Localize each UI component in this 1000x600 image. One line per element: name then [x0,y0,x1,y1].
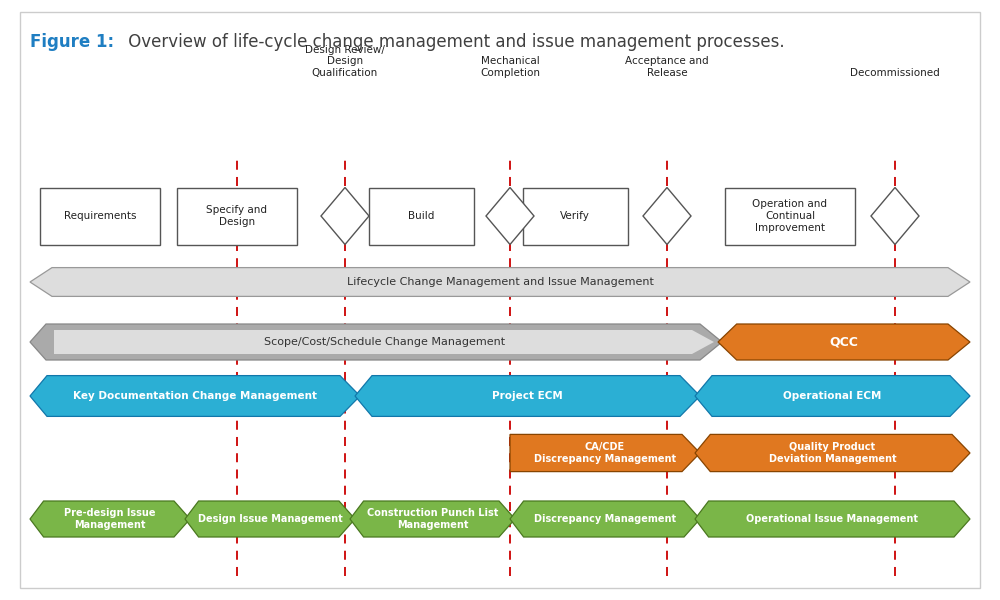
Text: Key Documentation Change Management: Key Documentation Change Management [73,391,317,401]
Polygon shape [54,330,714,354]
Text: Discrepancy Management: Discrepancy Management [534,514,676,524]
Polygon shape [695,376,970,416]
Text: Pre-design Issue
Management: Pre-design Issue Management [64,508,156,530]
Bar [522,187,628,245]
Polygon shape [30,268,970,296]
Bar [725,187,855,245]
Polygon shape [486,187,534,245]
Text: Lifecycle Change Management and Issue Management: Lifecycle Change Management and Issue Ma… [347,277,653,287]
Text: Project ECM: Project ECM [492,391,563,401]
Text: Requirements: Requirements [64,211,136,221]
Text: Construction Punch List
Management: Construction Punch List Management [367,508,498,530]
Polygon shape [510,501,700,537]
Polygon shape [643,187,691,245]
Polygon shape [510,434,700,472]
Polygon shape [350,501,515,537]
Text: Decommissioned: Decommissioned [850,68,940,78]
Polygon shape [321,187,369,245]
Text: QCC: QCC [830,335,858,349]
Text: Overview of life-cycle change management and issue management processes.: Overview of life-cycle change management… [123,33,785,51]
Text: Design Review/
Design
Qualification: Design Review/ Design Qualification [305,45,385,78]
Text: Quality Product
Deviation Management: Quality Product Deviation Management [769,442,896,464]
Polygon shape [30,376,360,416]
Polygon shape [718,324,970,360]
Text: CA/CDE
Discrepancy Management: CA/CDE Discrepancy Management [534,442,676,464]
Text: Build: Build [408,211,434,221]
Text: Verify: Verify [560,211,590,221]
Text: Operational Issue Management: Operational Issue Management [746,514,918,524]
Polygon shape [185,501,355,537]
Text: Operation and
Continual
Improvement: Operation and Continual Improvement [753,199,828,233]
Polygon shape [30,501,190,537]
Polygon shape [695,434,970,472]
Text: Design Issue Management: Design Issue Management [198,514,342,524]
Bar [368,187,474,245]
Polygon shape [871,187,919,245]
Polygon shape [30,324,722,360]
Bar [40,187,160,245]
Text: Mechanical
Completion: Mechanical Completion [480,56,540,78]
Text: Operational ECM: Operational ECM [783,391,882,401]
Bar [177,187,297,245]
Text: Specify and
Design: Specify and Design [207,205,268,227]
Polygon shape [695,501,970,537]
Text: Figure 1:: Figure 1: [30,33,114,51]
Polygon shape [355,376,700,416]
Text: Scope/Cost/Schedule Change Management: Scope/Cost/Schedule Change Management [264,337,506,347]
Text: Acceptance and
Release: Acceptance and Release [625,56,709,78]
